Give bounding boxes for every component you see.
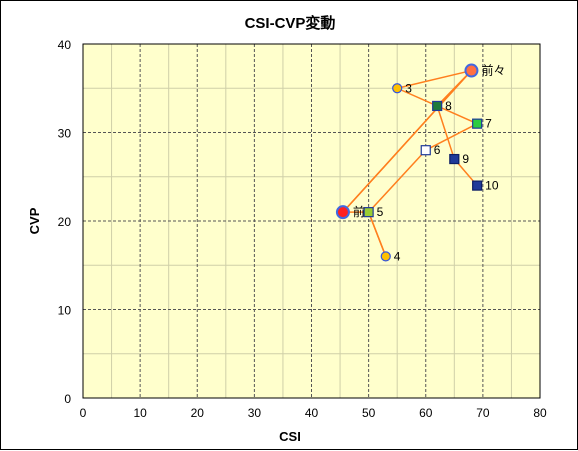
data-point-marker [420,145,431,156]
x-tick-label: 40 [305,406,319,420]
x-tick-label: 30 [248,406,262,420]
x-axis-ticks: 0 10 20 30 40 50 60 70 80 [80,406,547,420]
data-point-marker [472,180,483,191]
data-point-marker [380,251,391,262]
connecting-lines [342,69,478,257]
data-markers [335,63,483,262]
y-tick-label: 30 [58,127,72,141]
series-line-segment [397,69,472,89]
x-tick-label: 50 [362,406,376,420]
data-point-label: 前 [353,204,365,219]
y-tick-label: 10 [58,304,72,318]
data-point-marker [392,83,403,94]
point-labels: 前々前 3 4 5 6 7 8 9 10 [353,63,506,264]
series-line-segment [368,149,427,213]
y-tick-label: 0 [64,392,71,406]
data-point-marker [432,100,443,112]
plot-border [82,43,541,399]
x-tick-label: 20 [191,406,205,420]
chart-title: CSI-CVP変動 [245,14,336,32]
x-axis-label: CSI [279,429,301,444]
data-point-label: 6 [434,143,441,157]
x-tick-label: 0 [80,406,87,420]
series-line-segment [436,105,456,160]
data-point-marker [464,63,479,78]
y-axis-label: CVP [27,207,42,234]
series-line-segment [425,122,478,151]
x-tick-label: 70 [476,406,490,420]
series-line-segment [436,105,478,125]
x-tick-label: 80 [533,406,547,420]
data-point-label: 3 [405,81,412,95]
y-axis-ticks: 0 10 20 30 40 [58,38,72,406]
major-grid [83,44,540,398]
data-point-label: 4 [394,249,401,263]
y-tick-label: 40 [58,38,72,52]
series-line-segment [342,70,473,213]
data-point-label: 10 [485,179,499,193]
data-point-label: 9 [462,152,469,166]
series-line-segment [436,70,472,107]
data-point-marker [472,118,483,129]
series-line-segment [396,87,438,107]
series-line-segment [367,211,387,257]
y-tick-label: 20 [58,215,72,229]
data-point-label: 5 [377,205,384,219]
data-point-marker [335,205,350,220]
data-point-marker [363,207,374,218]
data-point-label: 前々 [481,63,505,78]
x-tick-label: 60 [419,406,433,420]
data-point-label: 7 [485,117,492,131]
data-point-marker [449,153,460,165]
data-point-label: 8 [445,99,452,113]
x-tick-label: 10 [133,406,147,420]
